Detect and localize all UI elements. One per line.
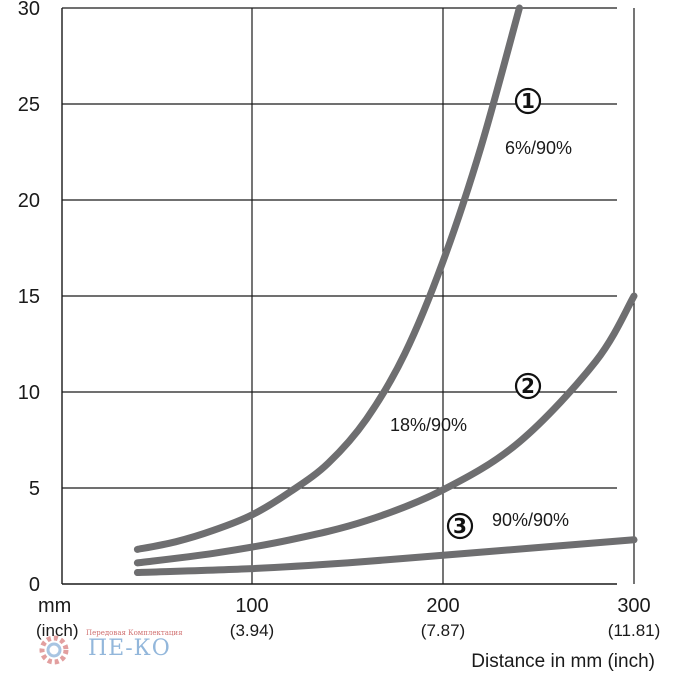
watermark-brand: ПЕ-КО <box>88 636 171 661</box>
x-tick-sublabel: (7.87) <box>421 621 465 640</box>
x-tick-label: 200 <box>426 595 459 617</box>
y-tick-label: 30 <box>18 0 40 20</box>
y-tick-label: 5 <box>29 478 40 500</box>
labels-group: 0 5 10 15 20 25 30 100 (3.94) 200 (7.87) 300 (11.81)… <box>18 0 661 640</box>
series-marker-number: 2 <box>521 374 535 398</box>
series-marker-number: 1 <box>521 89 535 113</box>
y-tick-label: 10 <box>18 382 40 404</box>
x-axis-label: Distance in mm (inch) <box>471 651 655 672</box>
x-tick-label: 300 <box>617 595 650 617</box>
x-unit-sublabel: (inch) <box>36 621 79 640</box>
series-line <box>133 536 638 576</box>
grid <box>62 7 635 584</box>
watermark-tagline: Передовая Комплектация <box>86 629 183 637</box>
y-tick-label: 0 <box>29 574 40 596</box>
series-marker-circle <box>514 372 542 400</box>
y-tick-label: 25 <box>18 94 40 116</box>
series-group <box>133 4 638 576</box>
series-marker-number: 3 <box>453 514 467 538</box>
x-unit-label: mm <box>38 595 71 617</box>
x-tick-sublabel: (3.94) <box>230 621 274 640</box>
series-marker-circle <box>514 87 542 115</box>
series-marker-circle <box>446 512 474 540</box>
y-tick-label: 15 <box>18 286 40 308</box>
series-label: 6%/90% <box>505 138 572 158</box>
x-tick-label: 100 <box>235 595 268 617</box>
gear-icon <box>39 635 69 665</box>
series-line <box>133 292 638 567</box>
y-tick-label: 20 <box>18 190 40 212</box>
axes <box>61 8 617 585</box>
x-tick-sublabel: (11.81) <box>608 621 661 640</box>
series-label: 18%/90% <box>390 415 467 435</box>
series-line <box>133 4 523 553</box>
series-label: 90%/90% <box>492 510 569 530</box>
